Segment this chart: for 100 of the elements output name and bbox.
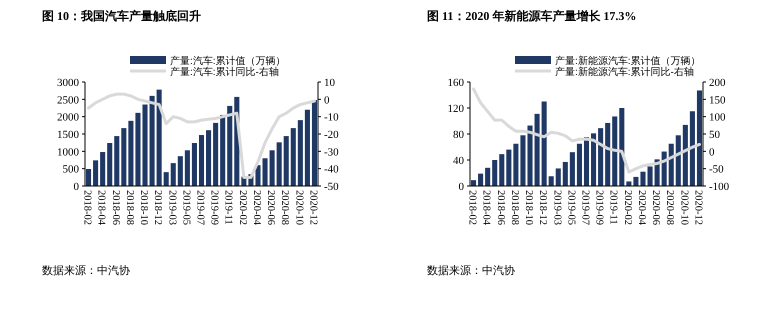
y2-tick-label: 150 [709,94,726,106]
x-tick-label: 2018-10 [138,190,150,225]
bar [206,130,212,186]
x-tick-label: 2020-06 [650,190,662,225]
x-tick-label: 2019-11 [608,190,619,225]
bar [184,150,190,186]
bar [633,176,638,186]
x-tick-label: 2020-02 [622,190,633,225]
x-tick-label: 2019-09 [208,190,220,225]
legend-label: 产量:新能源汽车:累计值（万辆） [555,55,701,67]
bar [556,168,561,186]
x-tick-label: 2019-07 [580,190,590,225]
bar [612,116,618,186]
bar [682,124,688,186]
bar [312,100,318,186]
y-tick-label: 2000 [57,112,80,124]
y-tick-label: 80 [453,129,464,141]
x-tick-label: 2019-03 [166,190,178,225]
bar [128,120,134,186]
y-tick-label: 0 [458,181,464,193]
y2-tick-label: -40 [324,164,340,176]
y2-tick-label: 0 [709,146,715,158]
x-tick-label: 2020-10 [293,190,304,225]
bar [648,166,653,186]
bar [178,156,183,186]
y-tick-label: 160 [448,77,464,89]
bar [156,90,162,186]
line-series [472,87,701,174]
bar [93,160,98,186]
bar [485,168,490,186]
y-tick-label: 40 [453,155,464,167]
chart-title: 图 11：2020 年新能源车产量增长 17.3% [427,9,636,23]
bar [276,142,282,186]
bar [192,143,197,186]
x-tick-label: 2018-04 [96,190,107,226]
x-tick-label: 2018-02 [466,190,478,225]
bar [142,104,148,186]
bar [304,110,310,186]
bar [640,172,646,186]
x-tick-label: 2018-04 [480,190,492,226]
bar [619,108,624,186]
y-tick-label: 1500 [57,129,80,141]
y2-tick-label: -50 [324,181,340,193]
bar [121,128,126,186]
bar [150,96,155,186]
bar [506,150,512,186]
y-tick-label: 2500 [57,94,80,106]
bar [584,137,590,186]
y2-tick-label: 50 [709,129,720,141]
x-tick-label: 2018-08 [508,190,520,225]
x-tick-label: 2019-11 [222,190,234,225]
x-tick-label: 2020-08 [664,190,676,225]
x-tick-label: 2019-05 [180,190,192,225]
x-tick-label: 2018-02 [82,190,93,225]
source-note: 数据来源：中汽协 [427,264,515,277]
bar [262,158,268,186]
bar [213,122,218,186]
x-tick-label: 2018-06 [110,190,121,225]
x-tick-label: 2018-06 [494,190,506,225]
bar [478,174,484,186]
bar [164,172,169,186]
legend-label: 产量:新能源汽车:累计同比-右轴 [555,66,694,78]
x-tick-label: 2018-12 [152,190,164,225]
bar [298,120,303,186]
y2-tick-label: 0 [324,94,330,106]
x-tick-label: 2018-10 [523,190,534,225]
bar [527,126,533,186]
y-tick-label: 120 [448,103,464,115]
legend-label: 产量:汽车:累计值（万辆） [170,55,286,67]
bar [170,163,176,186]
y2-tick-label: -10 [324,112,340,124]
y-tick-label: 3000 [57,77,80,89]
x-tick-label: 2019-03 [551,190,562,225]
x-tick-label: 2018-12 [537,190,548,225]
y-tick-label: 500 [62,164,80,176]
bar [591,133,596,186]
bar [227,106,232,186]
x-tick-label: 2019-09 [594,190,605,225]
bar [548,176,554,186]
y2-tick-label: -50 [709,164,724,176]
bar [100,152,106,186]
bar [598,128,604,186]
x-tick-label: 2018-08 [124,190,135,225]
bar [198,135,204,186]
y-tick-label: 1000 [57,146,80,158]
x-tick-label: 2020-12 [307,190,318,225]
bar [135,112,140,186]
x-tick-label: 2020-12 [692,190,704,225]
y2-tick-label: 100 [709,112,726,124]
chart-title: 图 10：我国汽车产量触底回升 [42,9,201,23]
bar [86,169,92,186]
x-tick-label: 2020-04 [250,190,262,226]
bar [255,165,261,186]
bar [534,114,540,186]
bar [690,111,695,186]
bar [470,180,476,186]
x-tick-label: 2019-05 [565,190,576,225]
y2-tick-label: -20 [324,129,340,141]
y2-tick-label: 10 [324,77,336,89]
bar [570,152,575,186]
